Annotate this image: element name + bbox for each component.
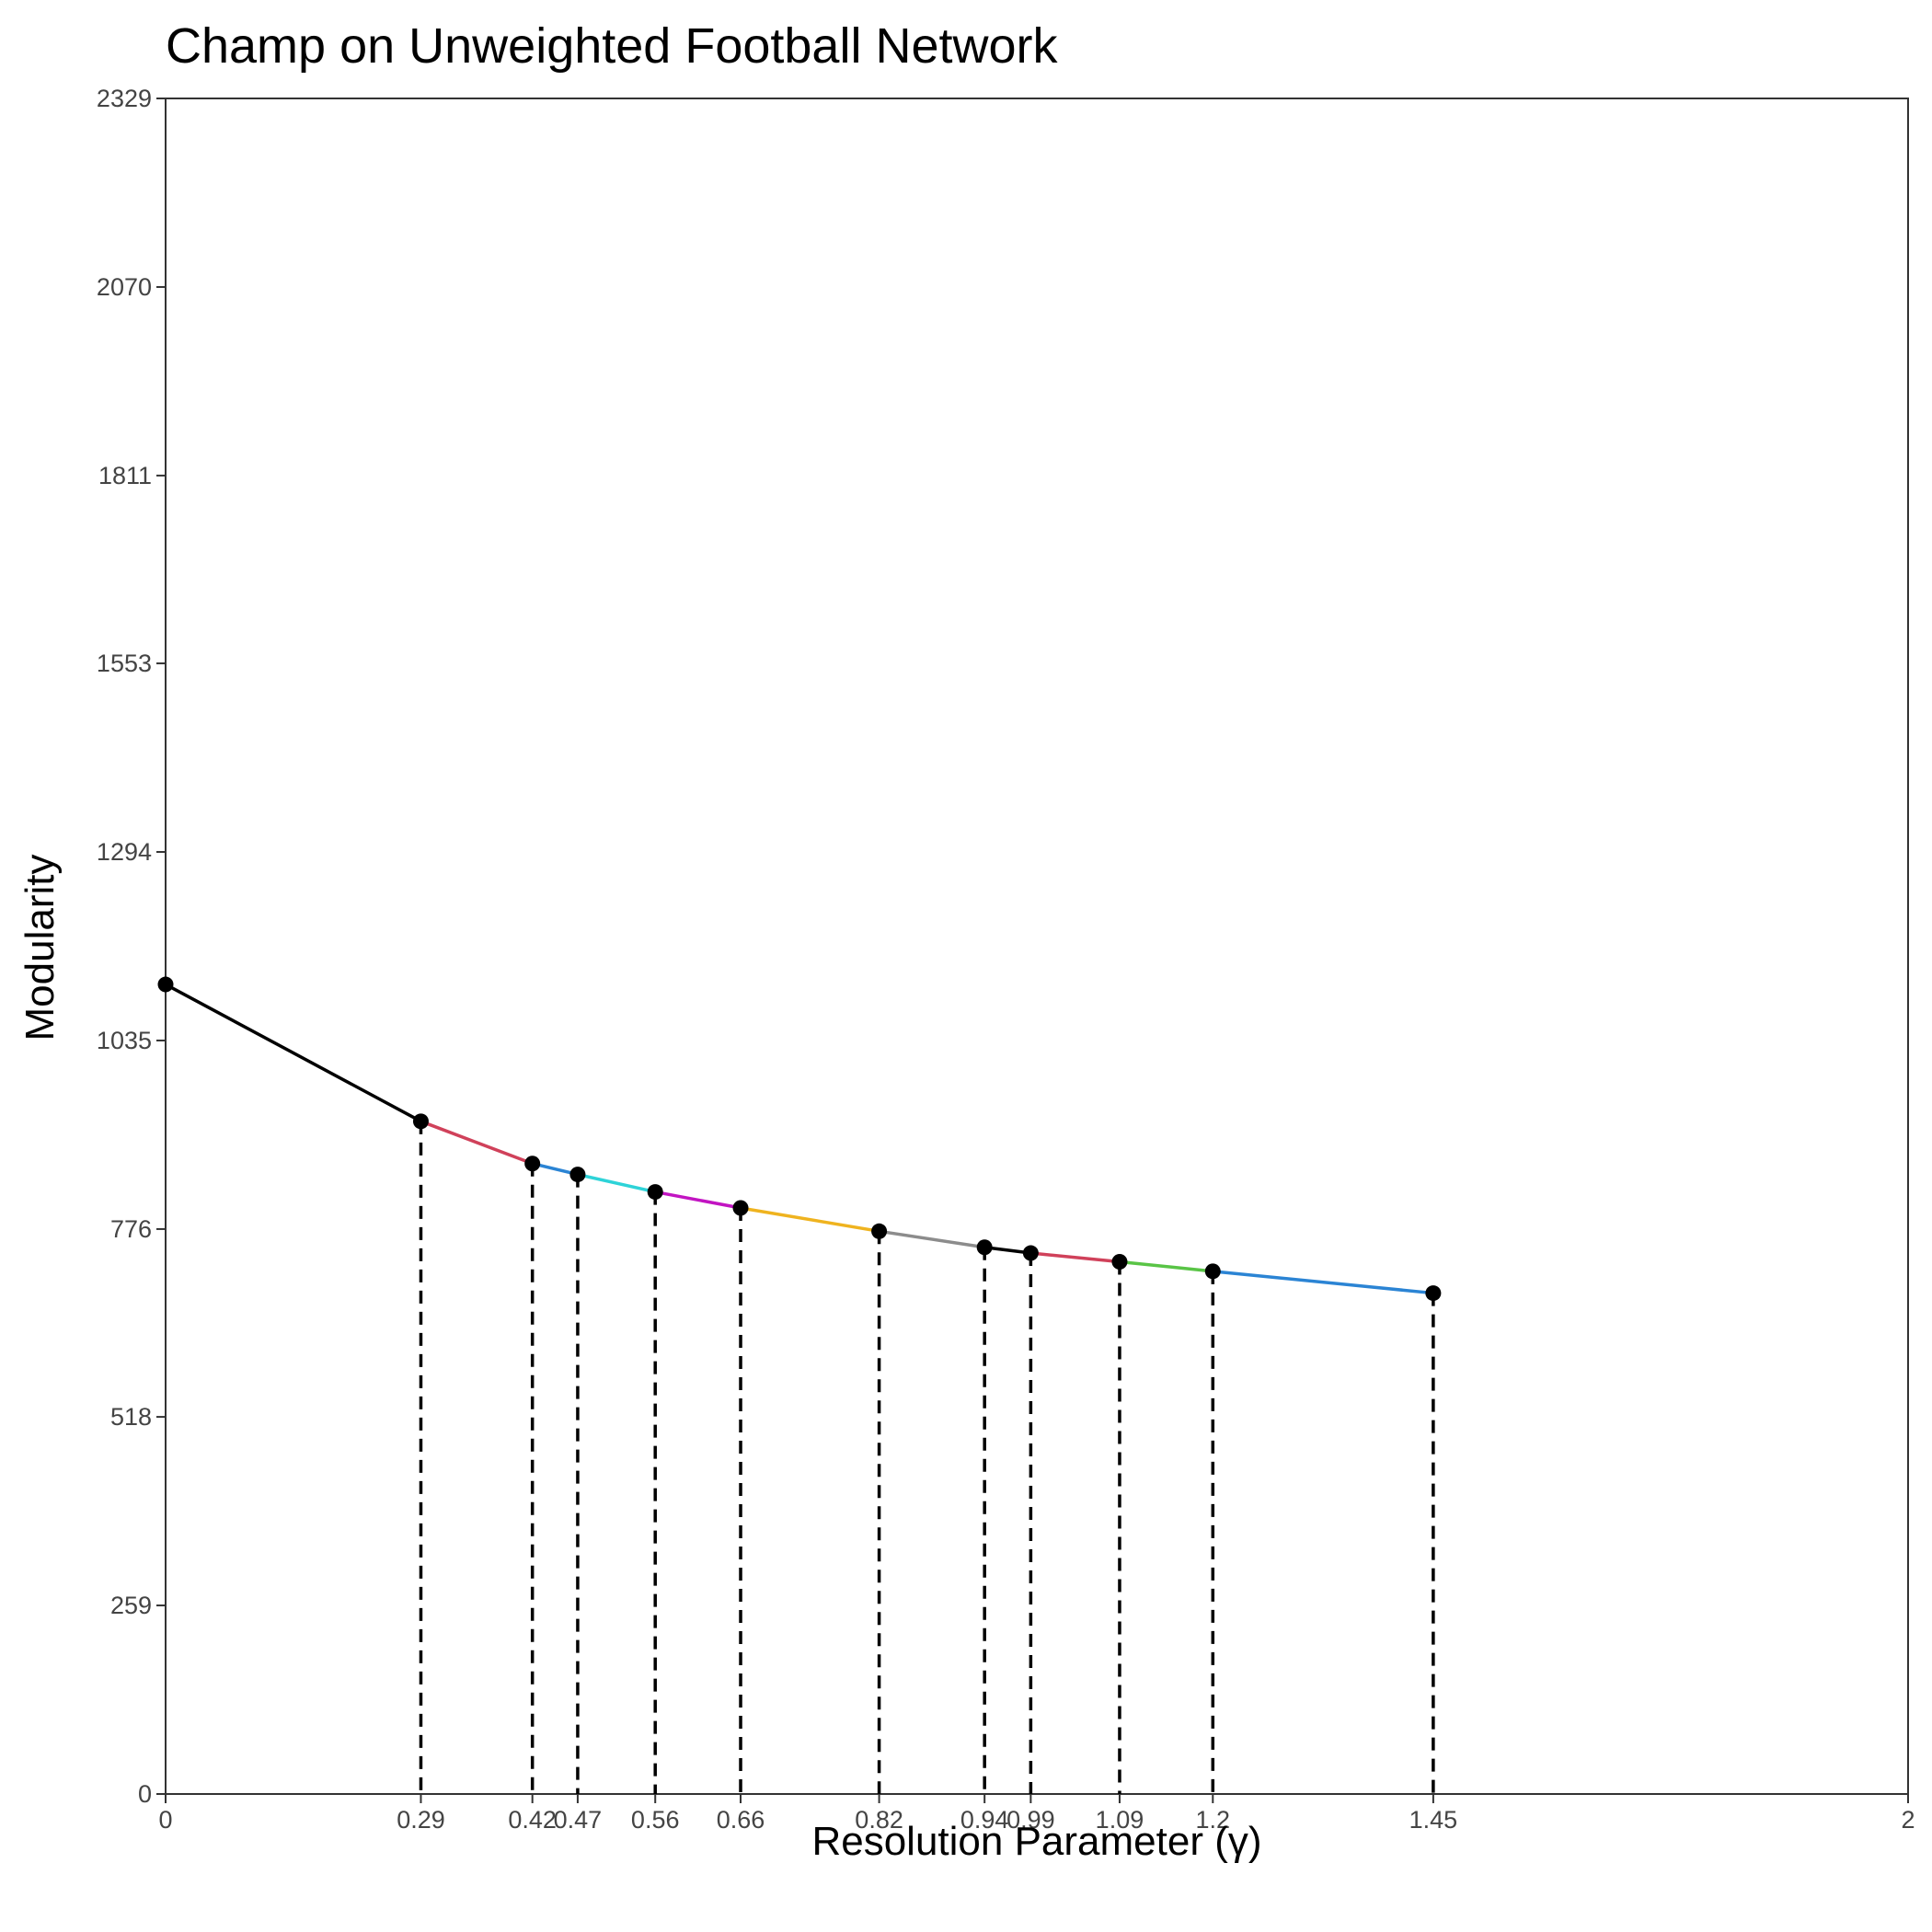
- data-point: [1204, 1263, 1221, 1280]
- data-point: [1022, 1245, 1039, 1261]
- data-point: [1111, 1254, 1128, 1271]
- x-tick-label: 0.56: [631, 1806, 680, 1834]
- x-tick-label: 0.82: [855, 1806, 903, 1834]
- x-axis-ticks: 0 0.29 0.420.47 0.56 0.66 0.82 0.940.99 1.09 1.2…: [158, 1794, 1915, 1834]
- data-point: [157, 976, 174, 993]
- x-tick-label: 0: [158, 1806, 172, 1834]
- line-segment: [1211, 1270, 1435, 1295]
- y-axis-title: Modularity: [17, 855, 63, 1041]
- x-tick-label: 1.2: [1196, 1806, 1231, 1834]
- x-tick-label: 0.42: [508, 1806, 557, 1834]
- line-segment: [1029, 1251, 1121, 1264]
- y-tick-label: 2329: [97, 85, 152, 112]
- data-points: [157, 976, 1442, 1302]
- x-tick-label: 1.45: [1409, 1806, 1458, 1834]
- x-tick-label: 0.94: [960, 1806, 1009, 1834]
- x-tick-label: 0.47: [554, 1806, 603, 1834]
- y-tick-label: 1035: [97, 1027, 152, 1054]
- data-point: [1425, 1285, 1442, 1302]
- x-axis-title: Resolution Parameter (γ): [811, 1819, 1261, 1864]
- x-tick-label: 0.66: [717, 1806, 765, 1834]
- y-tick-label: 518: [110, 1403, 152, 1431]
- modularity-line: [164, 983, 1435, 1295]
- data-point: [412, 1113, 429, 1130]
- y-tick-label: 259: [110, 1592, 152, 1619]
- data-point: [524, 1156, 541, 1172]
- line-segment: [164, 983, 423, 1123]
- line-segment: [419, 1120, 535, 1166]
- data-point: [732, 1200, 749, 1216]
- line-segment: [877, 1229, 986, 1249]
- line-segment: [739, 1206, 881, 1234]
- y-tick-label: 1553: [97, 650, 152, 677]
- y-tick-label: 776: [110, 1215, 152, 1243]
- x-tick-label: 0.99: [1006, 1806, 1055, 1834]
- y-axis-ticks: 0 259 518 776 1035 1294 1553 1811 2070 2329: [97, 85, 166, 1808]
- plot-border: [165, 98, 1909, 1795]
- data-point: [976, 1239, 993, 1256]
- line-segment: [576, 1172, 657, 1194]
- dashed-lines: [419, 1121, 1435, 1794]
- plot-frame: [165, 98, 1909, 1795]
- x-tick-label: 2: [1901, 1806, 1915, 1834]
- data-point: [569, 1167, 586, 1183]
- x-tick-label: 0.29: [397, 1806, 445, 1834]
- line-segment: [1118, 1259, 1215, 1273]
- line-segment: [653, 1190, 742, 1210]
- y-tick-label: 1294: [97, 838, 152, 866]
- chart-title: Champ on Unweighted Football Network: [166, 18, 1058, 74]
- x-tick-label: 1.09: [1096, 1806, 1144, 1834]
- data-point: [871, 1223, 888, 1239]
- y-tick-label: 1811: [98, 462, 152, 489]
- y-tick-label: 2070: [97, 273, 152, 301]
- y-tick-label: 0: [138, 1780, 152, 1808]
- data-point: [647, 1184, 663, 1201]
